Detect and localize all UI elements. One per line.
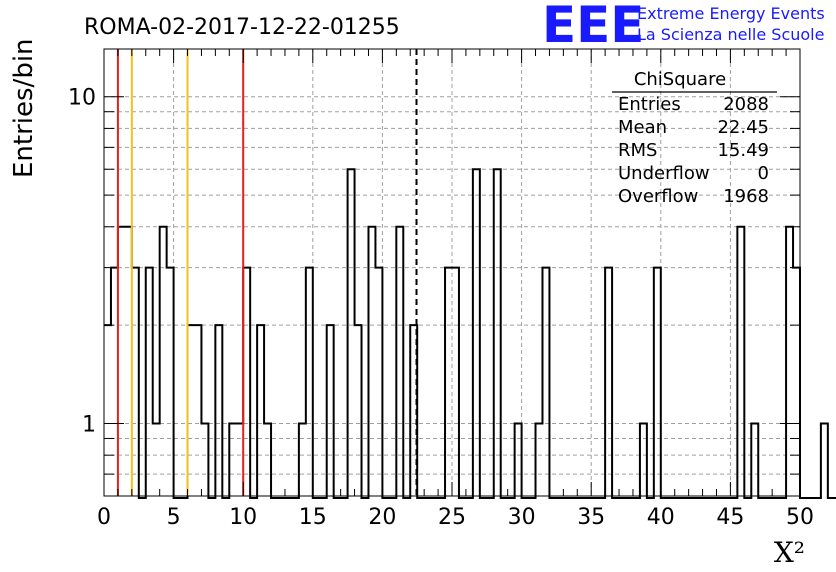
histogram-bar [104,325,111,496]
logo-line-1: Extreme Energy Events [637,4,825,23]
stats-label: Underflow [618,163,710,184]
histogram-bar [536,424,543,496]
histogram-bar [264,424,271,496]
histogram-bar [355,325,362,496]
histogram-bar [201,424,208,496]
stats-label: Entries [618,94,681,115]
histogram-bar [494,169,501,496]
x-tick-label: 50 [786,505,814,530]
axis-ticks: 0 5 10 15 20 25 30 35 40 45 50 1 10 [68,49,814,530]
x-tick-label: 15 [299,505,327,530]
logo-mark: EEE [542,0,644,54]
histogram-bar [146,268,153,496]
histogram-bar [793,268,800,496]
histogram-bar [306,268,313,496]
x-tick-label: 5 [167,505,181,530]
eee-logo: EEE Extreme Energy Events La Scienza nel… [542,0,825,54]
histogram-bar [445,268,452,496]
histogram-bar [188,325,195,496]
plot-frame [103,48,801,497]
y-tick-label: 1 [82,413,96,438]
stats-box: ChiSquare Entries 2088 Mean 22.45 RMS 15.49 Un… [612,69,777,207]
histogram-bar [229,424,236,496]
histogram-bar [132,268,139,496]
logo-line-2: La Scienza nelle Scuole [637,25,824,44]
stats-title: ChiSquare [634,69,726,90]
marker-lines [116,49,418,496]
histogram-bar [236,424,243,496]
y-axis-label: Entries/bin [9,38,39,178]
x-tick-label: 40 [647,505,675,530]
stats-label: Overflow [618,186,698,207]
histogram-bar [327,325,334,496]
histogram-bar [375,268,382,496]
x-tick-label: 35 [577,505,605,530]
histogram-bar [215,325,222,496]
x-tick-label: 20 [368,505,396,530]
histogram-bar [821,424,828,496]
histogram-bar [160,227,167,496]
stats-value: 15.49 [717,140,769,161]
histogram-bar [153,424,160,496]
x-axis-label: X² [774,536,805,569]
histogram-bar [118,227,125,496]
stats-label: Mean [618,117,667,138]
histogram-outline [104,168,836,499]
chart-title: ROMA-02-2017-12-22-01255 [84,15,400,40]
stats-value: 1968 [723,186,769,207]
stats-value: 22.45 [717,117,769,138]
histogram-bar [299,424,306,496]
stats-value: 0 [758,163,769,184]
histogram-bar [473,169,480,496]
histogram-bar [751,424,758,496]
histogram-bar [515,424,522,496]
histogram-bar [257,325,264,496]
x-tick-label: 45 [716,505,744,530]
histogram-bar [452,268,459,496]
histogram-bars [104,168,836,499]
histogram-bar [605,268,612,496]
histogram-bar [167,268,174,496]
histogram-bar [737,227,744,496]
histogram-bar [640,424,647,496]
y-tick-label: 10 [68,86,96,111]
histogram-bar [348,169,355,496]
histogram-bar [368,227,375,496]
histogram-bar [654,268,661,496]
histogram-bar [111,268,118,496]
histogram-bar [125,227,132,496]
x-tick-label: 25 [438,505,466,530]
histogram-bar [243,268,250,496]
x-tick-label: 30 [508,505,536,530]
stats-value: 2088 [723,94,769,115]
histogram-bar [194,325,201,496]
histogram-bar [396,227,403,496]
stats-label: RMS [618,140,657,161]
histogram-bar [542,268,549,496]
x-tick-label: 0 [97,505,111,530]
x-tick-label: 10 [229,505,257,530]
